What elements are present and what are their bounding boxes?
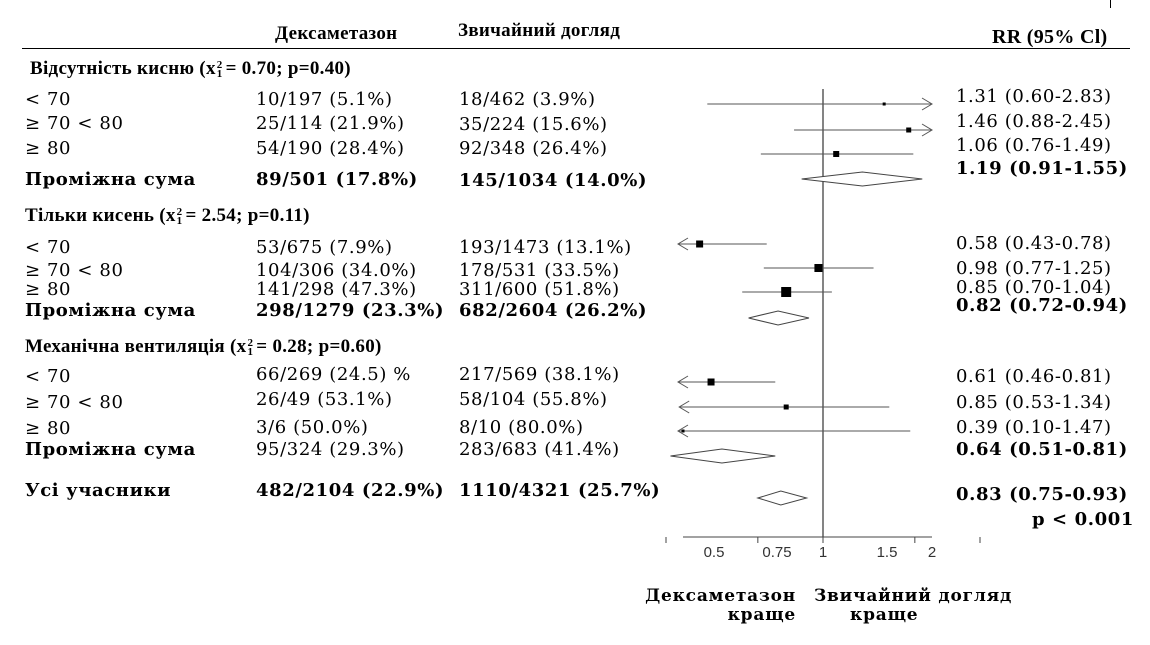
row-control: 35/224 (15.6%) (459, 114, 608, 135)
row-treatment: 141/298 (47.3%) (256, 279, 417, 300)
row-treatment: 25/114 (21.9%) (256, 113, 405, 134)
header-rr: RR (95% Cl) (992, 26, 1108, 48)
row-rr: 1.31 (0.60-2.83) (956, 86, 1112, 107)
row-rr: 0.85 (0.53-1.34) (956, 392, 1112, 413)
subtotal-diamond (670, 448, 776, 464)
subtotal-treatment: 89/501 (17.8%) (256, 169, 418, 190)
row-label: < 70 (25, 237, 72, 258)
favours-left-line1: Дексаметазон (645, 586, 796, 606)
subtotal-control: 145/1034 (14.0%) (459, 170, 648, 191)
subtotal-rr: 0.64 (0.51-0.81) (956, 439, 1128, 460)
favours-right-line1: Звичайний догляд (814, 586, 1013, 606)
row-treatment: 66/269 (24.5) % (256, 364, 411, 385)
point-estimate (781, 287, 792, 297)
row-rr: 0.98 (0.77-1.25) (956, 258, 1112, 279)
header-treatment: Дексаметазон (275, 23, 398, 44)
overall-p-value: p < 0.001 (1032, 509, 1134, 530)
x-tick-label: 0.75 (762, 544, 792, 561)
row-control: 193/1473 (13.1%) (459, 237, 632, 258)
header-rule (22, 48, 1130, 49)
point-estimate (833, 151, 840, 157)
point-estimate (783, 404, 789, 410)
subtotal-treatment: 298/1279 (23.3%) (256, 300, 445, 321)
point-estimate (814, 264, 823, 272)
point-estimate (707, 378, 715, 386)
overall-label: Усі учасники (25, 480, 172, 501)
row-rr: 0.61 (0.46-0.81) (956, 366, 1112, 387)
overall-control: 1110/4321 (25.7%) (459, 480, 661, 501)
subtotal-label: Проміжна сума (25, 300, 196, 321)
favours-dexamethasone: Дексаметазон краще (640, 587, 796, 625)
group-title: Відсутність кисню (x 2 1 = 0.70; p=0.40) (30, 58, 351, 80)
subtotal-diamond (748, 310, 810, 326)
favours-usual-care: Звичайний догляд краще (814, 587, 1016, 625)
row-label: ≥ 80 (25, 418, 72, 439)
corner-tick (1110, 0, 1111, 8)
favours-left-line2: краще (727, 605, 796, 625)
row-label: < 70 (25, 366, 72, 387)
subtotal-control: 682/2604 (26.2%) (459, 300, 648, 321)
subtotal-label: Проміжна сума (25, 169, 196, 190)
overall-diamond (756, 490, 809, 506)
row-label: ≥ 80 (25, 138, 72, 159)
row-control: 217/569 (38.1%) (459, 364, 620, 385)
row-label: < 70 (25, 89, 72, 110)
group-title: Механічна вентиляція (x 2 1 = 0.28; p=0.60) (25, 336, 382, 358)
x-tick-label: 1 (818, 544, 828, 561)
row-treatment: 53/675 (7.9%) (256, 237, 393, 258)
ci-arrow-left (677, 237, 689, 251)
group-title: Тільки кисень (x 2 1 = 2.54; p=0.11) (25, 205, 310, 227)
ci-arrow-right (921, 123, 933, 137)
row-treatment: 104/306 (34.0%) (256, 260, 417, 281)
subtotal-label: Проміжна сума (25, 439, 196, 460)
subtotal-rr: 1.19 (0.91-1.55) (956, 158, 1128, 179)
row-label: ≥ 70 < 80 (25, 113, 124, 134)
point-estimate (696, 240, 704, 248)
row-label: ≥ 70 < 80 (25, 392, 124, 413)
row-treatment: 10/197 (5.1%) (256, 89, 393, 110)
row-label: ≥ 70 < 80 (25, 260, 124, 281)
row-treatment: 3/6 (50.0%) (256, 417, 369, 438)
ci-arrow-left (677, 375, 689, 389)
point-estimate (906, 127, 912, 133)
subtotal-rr: 0.82 (0.72-0.94) (956, 295, 1128, 316)
row-rr: 1.06 (0.76-1.49) (956, 135, 1112, 156)
row-rr: 0.58 (0.43-0.78) (956, 233, 1112, 254)
row-control: 8/10 (80.0%) (459, 417, 584, 438)
row-control: 58/104 (55.8%) (459, 389, 608, 410)
subtotal-control: 283/683 (41.4%) (459, 439, 620, 460)
row-rr: 1.46 (0.88-2.45) (956, 111, 1112, 132)
overall-rr: 0.83 (0.75-0.93) (956, 484, 1128, 505)
row-treatment: 54/190 (28.4%) (256, 138, 405, 159)
row-rr: 0.39 (0.10-1.47) (956, 417, 1112, 438)
x-tick-label: 1.5 (876, 544, 898, 561)
x-tick-label: 2 (927, 544, 937, 561)
overall-treatment: 482/2104 (22.9%) (256, 480, 445, 501)
ci-arrow-left (678, 400, 690, 414)
favours-right-line2: краще (850, 605, 919, 625)
subtotal-diamond (801, 171, 923, 187)
ci-arrow-left (677, 424, 689, 438)
x-tick-label: 0.5 (703, 544, 725, 561)
point-estimate (681, 429, 685, 433)
row-control: 178/531 (33.5%) (459, 260, 620, 281)
header-control: Звичайний догляд (458, 20, 621, 41)
subtotal-treatment: 95/324 (29.3%) (256, 439, 405, 460)
row-control: 311/600 (51.8%) (459, 279, 620, 300)
row-control: 18/462 (3.9%) (459, 89, 596, 110)
row-label: ≥ 80 (25, 279, 72, 300)
row-treatment: 26/49 (53.1%) (256, 389, 393, 410)
row-control: 92/348 (26.4%) (459, 138, 608, 159)
ci-arrow-right (921, 97, 933, 111)
point-estimate (882, 102, 886, 106)
row-rr: 0.85 (0.70-1.04) (956, 277, 1112, 298)
